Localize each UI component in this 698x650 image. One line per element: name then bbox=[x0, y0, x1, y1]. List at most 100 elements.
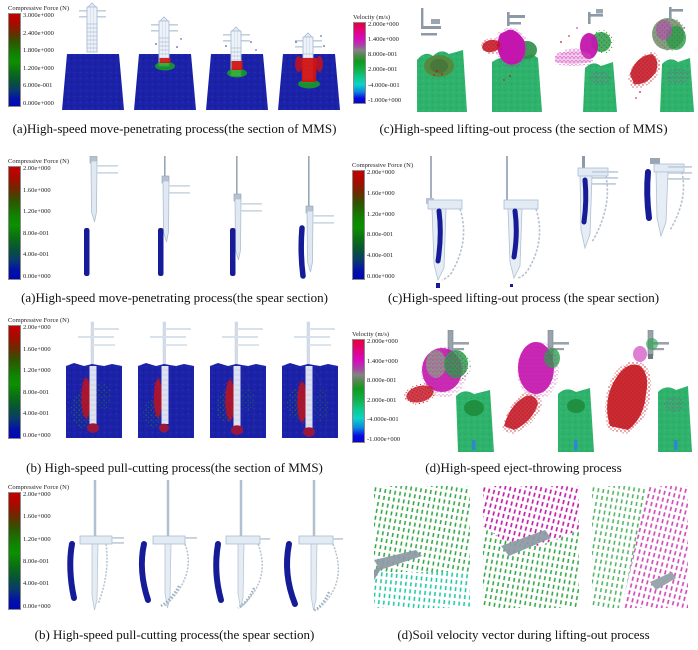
sim-frame-lift-mms-4 bbox=[628, 7, 694, 112]
legend-tick: 0.00e+000 bbox=[23, 431, 51, 439]
sim-frame-pull-mms-3 bbox=[210, 321, 266, 438]
frames-b-mms bbox=[58, 314, 344, 452]
force-colorbar bbox=[8, 13, 21, 108]
colorbar-legend-a-mms: Compressive Force (N) 3.000e+000 2.400e+… bbox=[8, 5, 70, 108]
legend-tick: 2.400e+000 bbox=[23, 29, 54, 37]
sim-frame-pullcut-spear-3 bbox=[213, 480, 270, 610]
sim-frame-lift-mms-2 bbox=[481, 12, 542, 112]
caption-c-mms: (c)High-speed lifting-out process (the s… bbox=[379, 121, 668, 136]
legend-tick: 1.20e+000 bbox=[23, 208, 51, 216]
legend-tick: 0.000e+000 bbox=[23, 99, 54, 107]
sim-frame-soil-vector-2 bbox=[483, 486, 579, 608]
frames-a-mms bbox=[58, 2, 344, 114]
caption-b-mms: (b) High-speed pull-cutting process(the … bbox=[26, 460, 323, 475]
caption-d-soil: (d)Soil velocity vector during lifting-o… bbox=[397, 627, 650, 642]
legend-tick: 8.000e-001 bbox=[367, 377, 397, 385]
sim-frame-lift-mms-1 bbox=[417, 8, 467, 112]
sim-frame-penetrate-spear-4 bbox=[298, 156, 335, 279]
force-colorbar bbox=[8, 325, 21, 440]
colorbar-ticks: 2.000e+000 1.400e+000 8.000e-001 2.000e-… bbox=[367, 339, 400, 443]
legend-tick: 8.00e-001 bbox=[23, 229, 50, 237]
legend-tick: 1.60e+000 bbox=[367, 189, 395, 197]
legend-tick: -1.000e+000 bbox=[368, 96, 402, 104]
legend-tick: 2.000e-001 bbox=[368, 66, 398, 74]
legend-tick: 1.60e+000 bbox=[23, 513, 51, 521]
force-colorbar bbox=[8, 492, 21, 611]
colorbar-ticks: 2.00e+000 1.60e+000 1.20e+000 8.00e-001 … bbox=[23, 325, 51, 439]
legend-title: Compressive Force (N) bbox=[352, 162, 414, 169]
legend-title: Velocity (m/s) bbox=[353, 14, 391, 21]
legend-tick: -4.000e-001 bbox=[368, 81, 400, 89]
sim-frame-liftout-spear-1 bbox=[426, 156, 465, 288]
legend-tick: 1.800e+000 bbox=[23, 47, 54, 55]
legend-tick: 3.000e+000 bbox=[23, 12, 54, 20]
sim-frame-pullcut-spear-2 bbox=[138, 480, 197, 609]
legend-tick: 4.00e-001 bbox=[367, 251, 394, 259]
sim-frame-pull-mms-4 bbox=[282, 321, 338, 438]
legend-tick: 0.00e+000 bbox=[367, 272, 395, 280]
legend-tick: 1.60e+000 bbox=[23, 186, 51, 194]
sim-frame-soil-vector-3 bbox=[592, 486, 688, 608]
caption-d-eject: (d)High-speed eject-throwing process bbox=[425, 460, 622, 475]
legend-title: Compressive Force (N) bbox=[8, 484, 70, 491]
legend-tick: 8.00e-001 bbox=[367, 231, 394, 239]
legend-tick: 2.00e+000 bbox=[23, 324, 51, 332]
legend-tick: 1.400e+000 bbox=[368, 36, 399, 44]
legend-tick: 1.200e+000 bbox=[23, 64, 54, 72]
legend-tick: 2.000e+000 bbox=[367, 338, 398, 346]
legend-tick: 4.00e-001 bbox=[23, 251, 50, 259]
sim-frame-penetrate-mms-2 bbox=[134, 16, 196, 110]
legend-tick: -4.000e-001 bbox=[367, 416, 399, 424]
colorbar-legend-b-spear: Compressive Force (N) 2.00e+000 1.60e+00… bbox=[8, 484, 70, 611]
caption-a-mms: (a)High-speed move-penetrating process(t… bbox=[12, 121, 337, 136]
legend-tick: 4.00e-001 bbox=[23, 410, 50, 418]
legend-tick: 8.000e-001 bbox=[368, 51, 398, 59]
legend-tick: 2.00e+000 bbox=[23, 491, 51, 499]
legend-tick: 1.20e+000 bbox=[23, 367, 51, 375]
sim-frame-penetrate-mms-3 bbox=[206, 26, 268, 110]
sim-frame-lift-mms-3 bbox=[555, 9, 617, 112]
force-colorbar bbox=[8, 166, 21, 281]
sim-frame-liftout-spear-2 bbox=[503, 156, 541, 287]
frames-c-mms bbox=[407, 4, 697, 116]
sim-frame-penetrate-spear-3 bbox=[230, 156, 263, 276]
legend-tick: 4.00e-001 bbox=[23, 580, 50, 588]
caption-a-spear: (a)High-speed move-penetrating process(t… bbox=[21, 290, 328, 305]
sim-frame-penetrate-spear-1 bbox=[84, 156, 119, 276]
sim-frame-eject-1 bbox=[404, 330, 494, 452]
legend-tick: 2.000e+000 bbox=[368, 21, 399, 29]
colorbar-legend-a-spear: Compressive Force (N) 2.00e+000 1.60e+00… bbox=[8, 158, 70, 281]
legend-title: Compressive Force (N) bbox=[8, 317, 70, 324]
sim-frame-penetrate-mms-4 bbox=[278, 32, 340, 110]
legend-tick: 1.60e+000 bbox=[23, 345, 51, 353]
sim-frame-pull-mms-1 bbox=[66, 321, 122, 438]
colorbar-ticks: 2.00e+000 1.60e+000 1.20e+000 8.00e-001 … bbox=[23, 166, 51, 280]
sim-frame-liftout-spear-3 bbox=[577, 156, 618, 250]
frames-d-soil bbox=[374, 486, 688, 608]
colorbar-legend-b-mms: Compressive Force (N) 2.00e+000 1.60e+00… bbox=[8, 317, 70, 440]
legend-tick: 8.00e-001 bbox=[23, 558, 50, 566]
velocity-colorbar bbox=[352, 339, 365, 444]
frames-d-eject bbox=[404, 330, 692, 452]
legend-tick: 2.00e+000 bbox=[367, 169, 395, 177]
legend-title: Compressive Force (N) bbox=[8, 5, 70, 12]
colorbar-ticks: 3.000e+000 2.400e+000 1.800e+000 1.200e+… bbox=[23, 13, 54, 107]
legend-tick: 0.00e+000 bbox=[23, 272, 51, 280]
legend-tick: 2.000e-001 bbox=[367, 396, 397, 404]
sim-frame-penetrate-mms-1 bbox=[62, 2, 124, 110]
legend-tick: -1.000e+000 bbox=[367, 435, 401, 443]
frames-b-spear bbox=[58, 480, 347, 618]
legend-tick: 8.00e-001 bbox=[23, 388, 50, 396]
force-colorbar bbox=[352, 170, 365, 281]
colorbar-ticks: 2.00e+000 1.60e+000 1.20e+000 8.00e-001 … bbox=[367, 170, 395, 280]
colorbar-legend-d-eject: Velocity (m/s) 2.000e+000 1.400e+000 8.0… bbox=[352, 331, 400, 444]
sim-frame-liftout-spear-4 bbox=[644, 158, 692, 238]
sim-frame-soil-vector-1 bbox=[374, 486, 470, 608]
legend-title: Velocity (m/s) bbox=[352, 331, 390, 338]
colorbar-ticks: 2.00e+000 1.60e+000 1.20e+000 8.00e-001 … bbox=[23, 492, 51, 610]
legend-title: Compressive Force (N) bbox=[8, 158, 70, 165]
colorbar-legend-c-mms: Velocity (m/s) 2.000e+000 1.400e+000 8.0… bbox=[353, 14, 402, 105]
colorbar-legend-c-spear: Compressive Force (N) 2.00e+000 1.60e+00… bbox=[352, 162, 414, 281]
frames-c-spear bbox=[408, 156, 694, 288]
